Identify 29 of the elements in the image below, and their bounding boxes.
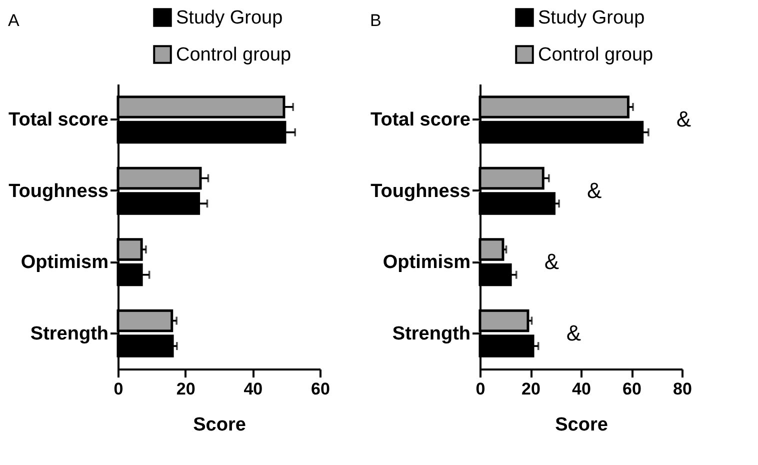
x-tick-label: 60 [622, 380, 642, 398]
annotation: & [676, 106, 692, 132]
legend-label: Control group [176, 44, 292, 66]
y-tick-label: Toughness [8, 180, 108, 202]
y-tick-label: Toughness [370, 180, 470, 202]
x-tick-label: 60 [311, 380, 330, 398]
x-tick-label: 40 [244, 380, 263, 398]
x-tick-label: 0 [476, 380, 486, 398]
x-axis-title: Score [193, 414, 246, 436]
legend-label: Control group [538, 44, 654, 66]
chart-title: B [370, 11, 382, 30]
x-axis-title: Score [555, 414, 608, 436]
x-tick-label: 20 [522, 380, 540, 398]
y-tick-label: Total score [370, 110, 470, 131]
legend-label: Study Group [538, 8, 645, 28]
x-tick-label: 40 [572, 380, 591, 398]
y-tick-label: Total score [8, 110, 108, 131]
y-tick-label: Optimism [20, 252, 108, 274]
annotation: & [544, 249, 560, 274]
legend-label: Study Group [176, 8, 283, 28]
y-tick-label: Strength [30, 323, 108, 344]
x-tick-label: 20 [176, 380, 196, 398]
y-tick-label: Optimism [382, 252, 470, 274]
chart-title: A [8, 11, 20, 30]
y-tick-label: Strength [392, 323, 470, 344]
annotation: & [587, 178, 602, 203]
x-tick-label: 80 [673, 380, 692, 398]
annotation: & [566, 320, 582, 346]
x-tick-label: 0 [114, 380, 124, 398]
